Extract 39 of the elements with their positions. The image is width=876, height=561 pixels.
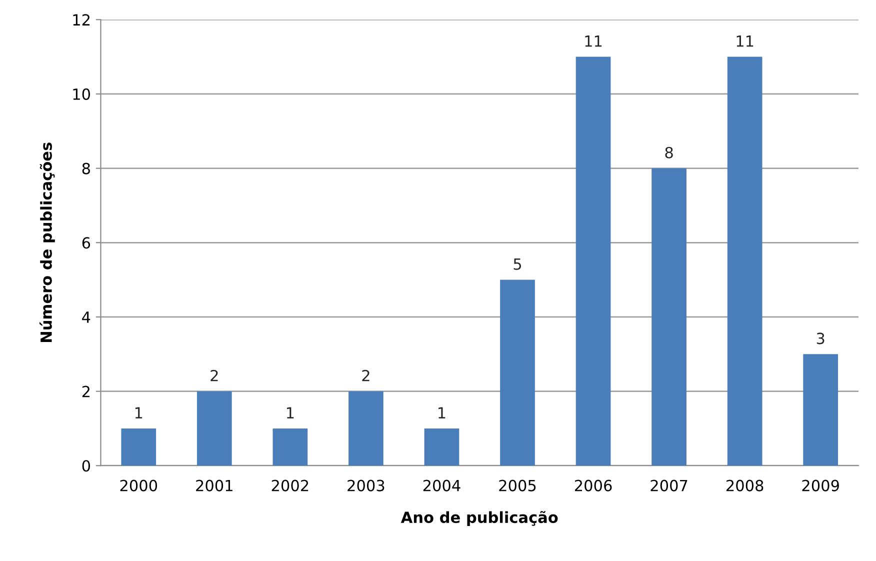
x-tick-label: 2001 — [196, 480, 232, 492]
data-label: 5 — [514, 258, 522, 270]
x-tick-label: 2007 — [650, 480, 688, 492]
bar — [652, 168, 686, 466]
y-tick-label: 0 — [82, 460, 90, 472]
data-label: 11 — [585, 36, 602, 47]
x-tick-label: 2002 — [272, 480, 308, 492]
y-tick-label: 12 — [73, 14, 90, 26]
data-label: 2 — [362, 370, 370, 382]
data-label: 11 — [736, 36, 754, 47]
bar — [121, 428, 156, 466]
data-label: 2 — [210, 370, 218, 382]
bar — [803, 354, 838, 466]
x-tick-label: 2000 — [120, 480, 158, 492]
y-tick-label: 8 — [82, 162, 90, 174]
bar — [348, 391, 384, 466]
y-tick-label: 10 — [73, 88, 90, 100]
x-tick-label: 2004 — [423, 480, 460, 492]
bar — [500, 280, 535, 466]
data-label: 3 — [816, 332, 824, 344]
x-tick-label: 2009 — [802, 480, 839, 492]
bar — [576, 56, 611, 466]
data-label: 8 — [665, 146, 673, 158]
bar — [424, 428, 460, 466]
data-label: 1 — [135, 407, 142, 418]
bar — [272, 428, 308, 466]
y-tick-label: 6 — [82, 237, 90, 249]
y-tick-label: 2 — [82, 386, 90, 398]
y-tick-label: 4 — [82, 312, 90, 323]
data-label: 1 — [438, 407, 446, 418]
bar — [196, 391, 232, 466]
y-axis-title: Número de publicações — [40, 142, 55, 342]
x-tick-label: 2005 — [499, 480, 536, 492]
x-tick-label: 2006 — [574, 480, 612, 492]
x-tick-label: 2003 — [348, 480, 384, 492]
x-tick-label: 2008 — [726, 480, 764, 492]
data-label: 1 — [286, 407, 294, 418]
bar — [727, 56, 762, 466]
x-axis-title: Ano de publicação — [400, 510, 558, 526]
